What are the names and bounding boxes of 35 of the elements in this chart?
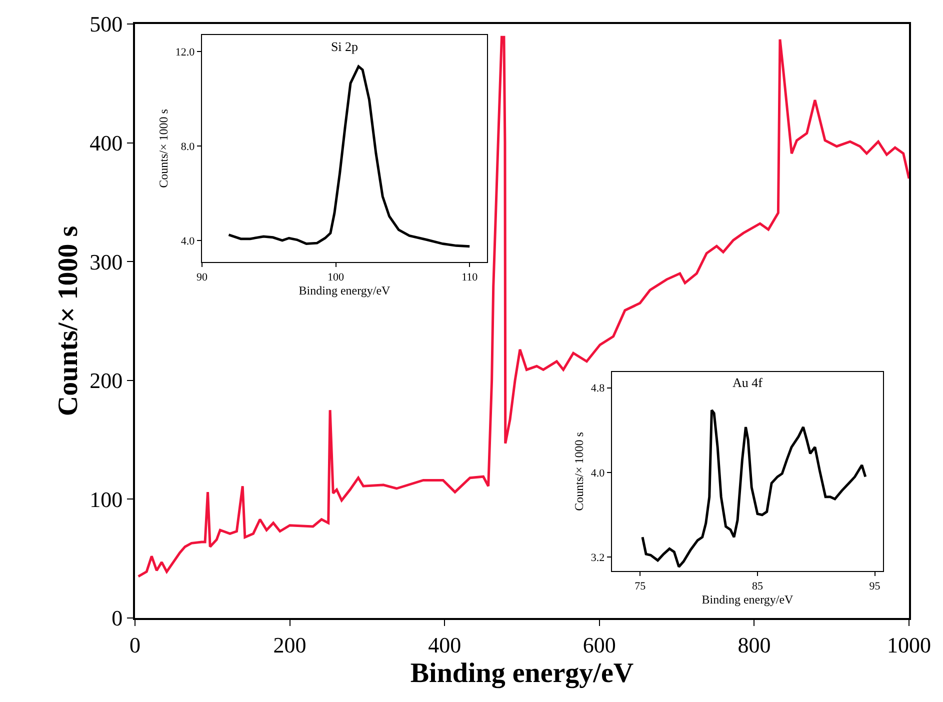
x-tick-label: 95 (869, 580, 881, 592)
x-tick-label: 75 (634, 580, 646, 592)
y-tick-label: 4.0 (590, 467, 606, 480)
y-axis-title: Counts/× 1000 s (572, 432, 586, 511)
x-tick-label: 85 (752, 580, 764, 592)
x-tick-label: 1000 (887, 632, 931, 658)
y-tick-label: 12.0 (175, 46, 196, 58)
x-tick-label: 0 (130, 632, 140, 658)
line-series (641, 408, 867, 568)
y-axis-title: Counts/× 1000 s (156, 108, 171, 188)
y-tick-label: 3.2 (590, 552, 605, 564)
y-tick-label: 4.0 (180, 236, 196, 248)
x-axis-title: Binding energy/eV (298, 283, 391, 298)
chart-title: Si 2p (330, 38, 358, 54)
x-axis-title: Binding energy/eV (702, 592, 794, 606)
x-axis-title: Binding energy/eV (410, 658, 634, 689)
x-tick-label: 100 (328, 271, 345, 284)
x-tick-label: 90 (196, 271, 208, 284)
x-tick-label: 600 (582, 632, 616, 658)
y-tick-label: 500 (90, 12, 123, 37)
line-series (137, 36, 909, 578)
y-tick-label: 4.8 (590, 382, 606, 395)
line-series (228, 65, 471, 248)
y-tick-label: 100 (90, 486, 123, 512)
y-axis-title: Counts/× 1000 s (52, 226, 84, 416)
y-tick-label: 8.0 (180, 140, 196, 153)
y-tick-label: 200 (90, 368, 123, 394)
x-tick-label: 110 (462, 271, 478, 284)
y-tick-label: 0 (112, 606, 123, 631)
y-tick-label: 400 (90, 130, 123, 156)
x-tick-label: 200 (273, 632, 306, 658)
y-tick-label: 300 (90, 249, 123, 274)
x-tick-label: 800 (738, 632, 771, 658)
x-tick-label: 400 (428, 632, 462, 658)
chart-title: Au 4f (732, 375, 764, 390)
